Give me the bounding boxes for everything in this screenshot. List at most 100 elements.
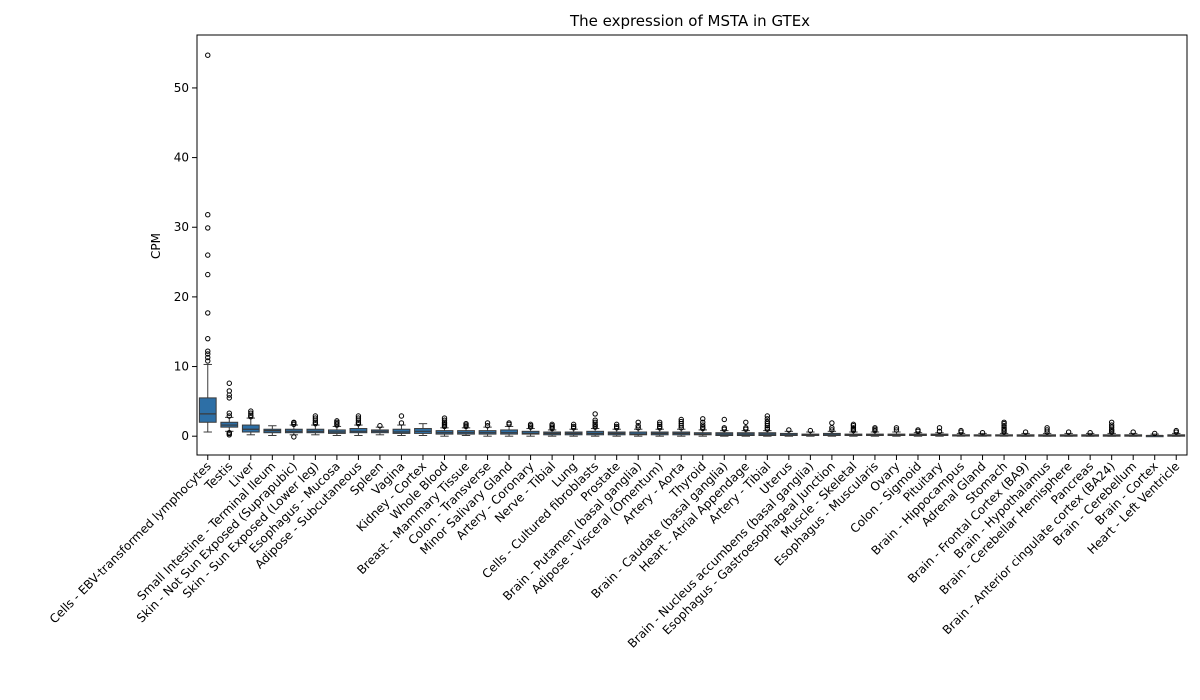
outlier-point	[893, 425, 900, 431]
outlier-point	[463, 420, 469, 427]
outlier-point	[205, 310, 211, 316]
outlier-point	[441, 417, 448, 423]
outlier-point	[527, 421, 534, 428]
box-group	[500, 420, 518, 437]
box-group	[715, 416, 734, 437]
outlier-point	[570, 421, 577, 428]
chart-title: The expression of MSTA in GTEx	[569, 12, 810, 30]
outlier-point	[226, 395, 232, 401]
outlier-point	[355, 413, 362, 419]
box-group	[1059, 429, 1078, 437]
outlier-point	[850, 421, 857, 428]
outlier-point	[484, 420, 491, 426]
outlier-point	[226, 380, 232, 386]
box-group	[220, 380, 239, 438]
box-body	[392, 428, 411, 434]
outlier-point	[205, 212, 211, 218]
box-group	[306, 413, 325, 436]
outlier-point	[1108, 419, 1115, 425]
outlier-point	[1001, 419, 1007, 425]
outlier-point	[936, 428, 943, 435]
y-tick-label: 40	[174, 151, 189, 165]
box-group	[672, 416, 691, 437]
outlier-point	[786, 427, 792, 433]
outlier-point	[549, 421, 555, 428]
outlier-point	[226, 430, 232, 436]
box-group	[1038, 425, 1057, 437]
box-group	[543, 421, 562, 437]
box-body	[629, 431, 648, 436]
plot-frame	[196, 34, 1188, 456]
outlier-point	[635, 425, 641, 431]
box-group	[349, 413, 368, 436]
outlier-point	[936, 425, 943, 431]
outlier-point	[743, 425, 749, 431]
y-tick-label: 20	[174, 290, 189, 304]
outlier-point	[506, 420, 512, 426]
outlier-point	[807, 427, 814, 434]
outlier-point	[355, 415, 362, 421]
outlier-point	[829, 420, 835, 426]
outlier-point	[592, 419, 598, 425]
x-axis: Cells - EBV-transformed lymphocytesTesti…	[47, 455, 1182, 651]
outlier-point	[398, 413, 405, 419]
box-series	[198, 52, 1186, 440]
box-group	[414, 423, 432, 436]
box-group	[586, 411, 605, 437]
outlier-point	[635, 419, 641, 425]
outlier-point	[205, 335, 211, 342]
outlier-point	[893, 427, 900, 433]
outlier-point	[764, 418, 771, 425]
outlier-point	[312, 415, 319, 421]
outlier-point	[1044, 425, 1050, 431]
outlier-point	[592, 417, 598, 423]
outlier-point	[441, 415, 448, 421]
outlier-point	[291, 419, 297, 425]
outlier-point	[205, 225, 211, 231]
outlier-point	[721, 425, 727, 431]
outlier-point	[743, 419, 749, 425]
y-tick-label: 50	[174, 81, 189, 95]
box-group	[844, 421, 863, 437]
box-group	[650, 419, 669, 437]
outlier-point	[205, 358, 211, 364]
box-group	[1145, 430, 1164, 438]
outlier-point	[484, 423, 491, 429]
box-group	[1167, 427, 1186, 437]
outlier-point	[1044, 427, 1050, 433]
outlier-point	[678, 418, 684, 425]
outlier-point	[248, 408, 254, 414]
box-group	[952, 427, 970, 437]
outlier-point	[1130, 429, 1136, 435]
box-group	[327, 418, 346, 436]
box-group	[1081, 430, 1100, 437]
outlier-point	[700, 419, 706, 425]
outlier-point	[205, 351, 211, 357]
outlier-point	[205, 271, 211, 278]
y-axis: 0 10 20 30 40 50	[174, 81, 197, 443]
outlier-point	[1022, 429, 1029, 435]
outlier-point	[700, 416, 706, 422]
box-group	[995, 419, 1013, 437]
outlier-point	[678, 416, 684, 423]
outlier-point	[291, 434, 297, 440]
outlier-point	[915, 427, 921, 433]
box-group	[263, 425, 282, 436]
box-group	[866, 425, 884, 437]
outlier-point	[398, 420, 405, 426]
outlier-point	[312, 413, 319, 419]
box-group	[521, 421, 540, 437]
box-body	[500, 429, 518, 435]
outlier-point	[1065, 429, 1072, 435]
y-tick-label: 10	[174, 360, 189, 374]
outlier-point	[248, 410, 254, 416]
outlier-point	[592, 411, 598, 417]
y-axis-label: CPM	[149, 233, 163, 259]
box-group	[1102, 419, 1121, 437]
outlier-point	[764, 413, 771, 419]
box-group	[758, 413, 777, 437]
box-group	[736, 419, 755, 437]
outlier-point	[205, 354, 211, 361]
outlier-point	[205, 52, 211, 58]
